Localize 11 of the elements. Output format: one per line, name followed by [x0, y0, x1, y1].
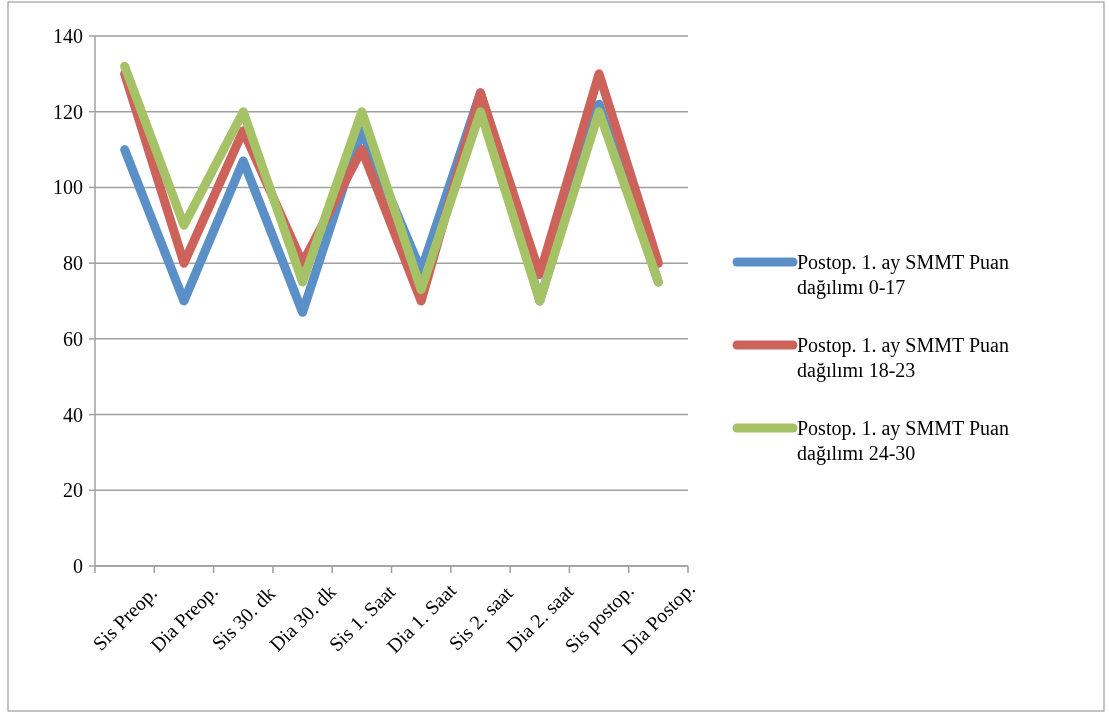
y-tick-label: 80 [63, 252, 83, 275]
y-tick-label: 100 [53, 176, 83, 199]
y-tick-label: 60 [63, 327, 83, 350]
legend-label: Postop. 1. ay SMMT Puan dağılımı 18-23 [797, 334, 1009, 382]
y-tick-label: 120 [53, 100, 83, 123]
legend-label: Postop. 1. ay SMMT Puan dağılımı 0-17 [797, 251, 1009, 299]
y-tick-label: 140 [53, 25, 83, 47]
y-tick-label: 40 [63, 403, 83, 426]
y-tick-label: 0 [73, 555, 83, 577]
y-tick-label: 20 [63, 479, 83, 502]
legend-label: Postop. 1. ay SMMT Puan dağılımı 24-30 [797, 417, 1009, 465]
